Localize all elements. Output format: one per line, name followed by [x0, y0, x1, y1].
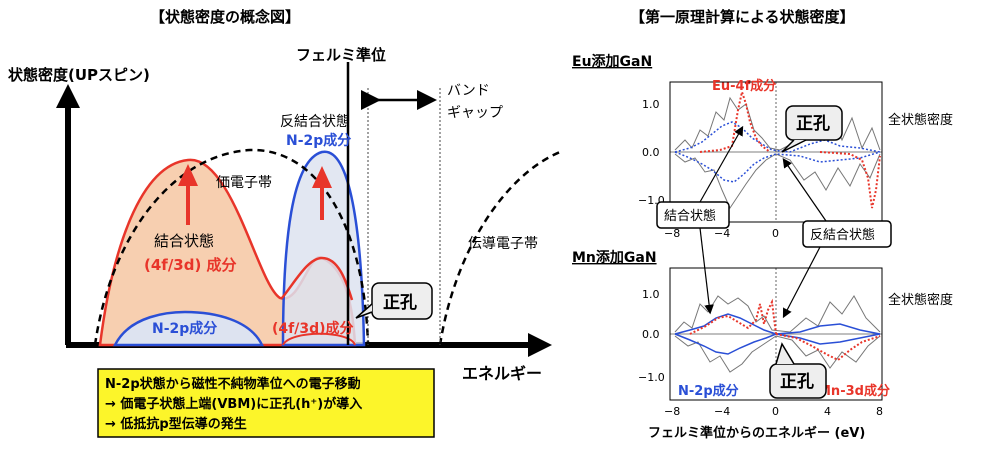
mn-xtick-m4: −4 [714, 405, 730, 418]
valence-band-envelope [93, 148, 370, 346]
bonding-pointer-up [699, 125, 744, 203]
antibonding-pointer-up [782, 158, 827, 222]
mn-n2p-up [674, 313, 881, 335]
antibonding-label: 反結合状態 [280, 114, 350, 130]
eu-panel-title: Eu添加GaN [572, 53, 652, 70]
summary-line-2: → 価電子状態上端(VBM)に正孔(h⁺)が導入 [105, 396, 362, 412]
svg-text:正孔: 正孔 [796, 114, 830, 134]
antibonding-callout: 反結合状態 [802, 220, 892, 248]
mn-panel-title: Mn添加GaN [572, 249, 657, 266]
eu-n2p-down [674, 151, 881, 183]
eu-4f-up [699, 88, 771, 153]
mn-total-dos-up [674, 295, 881, 333]
bonding-pointer-down [699, 227, 714, 315]
conduction-band-envelope [438, 150, 561, 346]
antibonding-fd-curve [281, 256, 354, 301]
n2p-label-right: N-2p成分 [678, 383, 739, 399]
eu-ytick-0: 0.0 [642, 146, 660, 159]
eu-total-dos-up [674, 96, 881, 151]
right-title: 【第一原理計算による状態密度】 [630, 8, 855, 26]
antibonding-pointer-down [782, 246, 821, 319]
svg-text:正孔: 正孔 [780, 372, 814, 392]
eu-hole-callout: 正孔 [781, 105, 843, 153]
eu-total-dos-down [674, 153, 881, 210]
hole-callout: 正孔 [355, 282, 433, 320]
fd-lower-label: (4f/3d)成分 [272, 320, 354, 337]
svg-text:反結合状態: 反結合状態 [810, 227, 875, 243]
n2p-upper-label: N-2p成分 [286, 132, 351, 149]
conduction-band-label: 伝導電子帯 [468, 236, 538, 252]
mn-hole-callout: 正孔 [769, 342, 827, 399]
mn-3d-up [689, 298, 777, 335]
gap-label-2: ギャップ [447, 105, 503, 121]
mn-ytick-m1: −1.0 [638, 371, 665, 384]
antibonding-up-arrow [312, 166, 332, 220]
mn-xtick-0: 0 [772, 405, 779, 418]
summary-box [97, 368, 435, 438]
gap-label-1: バンド [447, 83, 490, 99]
mn-3d-down [775, 333, 881, 362]
antibonding-lobe [281, 150, 366, 347]
mn-xtick-4: 4 [824, 405, 831, 418]
y-axis-label: 状態密度(UPスピン) [8, 66, 150, 84]
x-axis-arrowhead [528, 333, 552, 357]
fd-lower-curve [282, 332, 356, 346]
mn-n2p-down [674, 333, 881, 355]
y-axis-arrowhead [56, 84, 80, 108]
mn-3d-label: Mn-3d成分 [818, 383, 890, 399]
eu-n2p-up [674, 121, 881, 153]
eu-total-dos-label: 全状態密度 [888, 112, 953, 128]
right-x-axis-title: フェルミ準位からのエネルギー (eV) [648, 425, 865, 441]
bonding-callout: 結合状態 [656, 201, 730, 229]
x-axis-label: エネルギー [462, 364, 542, 383]
mn-total-dos-label: 全状態密度 [888, 292, 953, 308]
eu-xtick-m4: −4 [714, 227, 730, 240]
eu-xtick-m8: −8 [664, 227, 680, 240]
n2p-lower-lobe [112, 310, 264, 347]
bonding-up-arrow [178, 164, 198, 225]
summary-line-3: → 低抵抗p型伝導の発生 [105, 416, 247, 432]
mn-ytick-1: 1.0 [642, 288, 660, 301]
valence-band-label: 価電子帯 [216, 175, 272, 191]
bonding-label: 結合状態 [154, 232, 214, 250]
mn-xtick-8: 8 [876, 405, 883, 418]
svg-text:正孔: 正孔 [383, 293, 417, 313]
mn-ytick-0: 0.0 [642, 328, 660, 341]
fd-component-label: (4f/3d) 成分 [144, 256, 237, 274]
fermi-label: フェルミ準位 [296, 46, 386, 64]
mn-xtick-m8: −8 [664, 405, 680, 418]
summary-line-1: N-2p状態から磁性不純物準位への電子移動 [105, 376, 361, 392]
svg-text:結合状態: 結合状態 [664, 208, 716, 224]
left-title: 【状態密度の概念図】 [150, 8, 300, 26]
eu-xtick-0: 0 [772, 227, 779, 240]
eu-ytick-1: 1.0 [642, 98, 660, 111]
eu-4f-label: Eu-4f成分 [712, 78, 776, 94]
n2p-lower-label: N-2p成分 [152, 320, 217, 337]
